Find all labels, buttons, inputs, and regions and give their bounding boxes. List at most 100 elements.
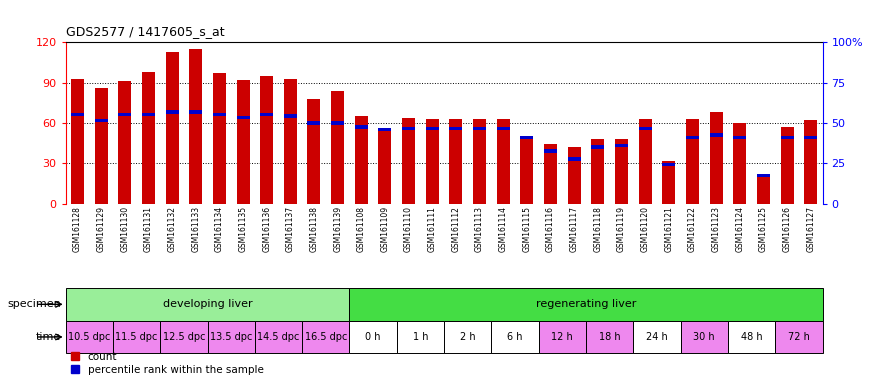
Text: time: time: [36, 332, 61, 342]
Bar: [402, 118, 415, 204]
Bar: [634, 321, 681, 353]
Bar: [686, 136, 699, 139]
Bar: [160, 321, 207, 353]
Bar: [775, 321, 822, 353]
Bar: [733, 123, 746, 204]
Bar: [521, 136, 534, 139]
Legend: count, percentile rank within the sample: count, percentile rank within the sample: [71, 352, 263, 375]
Bar: [586, 321, 634, 353]
Text: 30 h: 30 h: [693, 332, 715, 342]
Bar: [544, 149, 557, 153]
Bar: [378, 128, 391, 131]
Bar: [302, 321, 349, 353]
Bar: [444, 321, 492, 353]
Bar: [71, 113, 84, 116]
Bar: [592, 139, 605, 204]
Bar: [686, 119, 699, 204]
Bar: [780, 127, 794, 204]
Bar: [615, 144, 628, 147]
Bar: [396, 321, 444, 353]
Bar: [378, 128, 391, 204]
Bar: [260, 113, 273, 116]
Bar: [710, 112, 723, 204]
Bar: [236, 116, 249, 119]
Text: 0 h: 0 h: [366, 332, 381, 342]
Text: 13.5 dpc: 13.5 dpc: [210, 332, 252, 342]
Bar: [521, 139, 534, 204]
Bar: [113, 321, 160, 353]
Bar: [639, 119, 652, 204]
Bar: [142, 113, 155, 116]
Bar: [284, 114, 297, 118]
Bar: [255, 321, 302, 353]
Text: regenerating liver: regenerating liver: [536, 299, 636, 310]
Bar: [354, 125, 367, 129]
Bar: [473, 119, 486, 204]
Bar: [236, 80, 249, 204]
Bar: [213, 113, 226, 116]
Bar: [804, 136, 817, 139]
Bar: [307, 121, 320, 124]
Bar: [733, 136, 746, 139]
Bar: [450, 119, 462, 204]
Bar: [94, 119, 108, 122]
Text: 6 h: 6 h: [507, 332, 522, 342]
Text: 1 h: 1 h: [413, 332, 428, 342]
Bar: [331, 121, 344, 124]
Bar: [284, 79, 297, 204]
Bar: [349, 288, 822, 321]
Bar: [66, 288, 349, 321]
Bar: [492, 321, 539, 353]
Bar: [728, 321, 775, 353]
Bar: [71, 79, 84, 204]
Bar: [780, 136, 794, 139]
Bar: [349, 321, 396, 353]
Bar: [426, 119, 438, 204]
Bar: [426, 127, 438, 130]
Bar: [592, 146, 605, 149]
Text: specimen: specimen: [8, 299, 61, 310]
Text: 10.5 dpc: 10.5 dpc: [68, 332, 110, 342]
Bar: [681, 321, 728, 353]
Bar: [497, 127, 510, 130]
Bar: [260, 76, 273, 204]
Bar: [189, 111, 202, 114]
Bar: [207, 321, 255, 353]
Bar: [94, 88, 108, 204]
Text: 14.5 dpc: 14.5 dpc: [257, 332, 299, 342]
Bar: [189, 49, 202, 204]
Text: 2 h: 2 h: [460, 332, 475, 342]
Bar: [118, 81, 131, 204]
Text: 12.5 dpc: 12.5 dpc: [163, 332, 205, 342]
Text: 11.5 dpc: 11.5 dpc: [116, 332, 158, 342]
Text: 16.5 dpc: 16.5 dpc: [304, 332, 347, 342]
Bar: [662, 161, 676, 204]
Bar: [497, 119, 510, 204]
Bar: [568, 157, 581, 161]
Text: 24 h: 24 h: [646, 332, 668, 342]
Text: 18 h: 18 h: [598, 332, 620, 342]
Text: developing liver: developing liver: [163, 299, 252, 310]
Bar: [568, 147, 581, 204]
Bar: [450, 127, 462, 130]
Bar: [757, 174, 770, 177]
Bar: [473, 127, 486, 130]
Bar: [402, 127, 415, 130]
Bar: [354, 116, 367, 204]
Bar: [615, 139, 628, 204]
Bar: [165, 111, 178, 114]
Text: GDS2577 / 1417605_s_at: GDS2577 / 1417605_s_at: [66, 25, 224, 38]
Bar: [118, 113, 131, 116]
Bar: [165, 52, 178, 204]
Bar: [66, 321, 113, 353]
Bar: [662, 163, 676, 166]
Bar: [710, 133, 723, 137]
Bar: [307, 99, 320, 204]
Bar: [213, 73, 226, 204]
Bar: [757, 174, 770, 204]
Bar: [539, 321, 586, 353]
Bar: [331, 91, 344, 204]
Text: 12 h: 12 h: [551, 332, 573, 342]
Bar: [544, 144, 557, 204]
Bar: [639, 127, 652, 130]
